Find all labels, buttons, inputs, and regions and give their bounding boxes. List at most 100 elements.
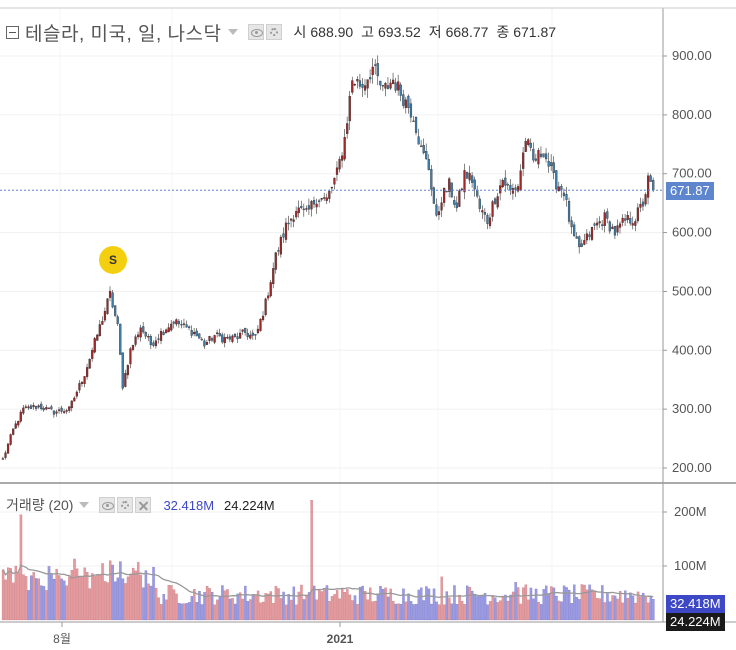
candle-body xyxy=(611,226,614,230)
volume-bar xyxy=(287,594,290,621)
volume-bar xyxy=(443,604,446,621)
volume-ma-tag: 24.224M xyxy=(666,613,725,631)
eye-icon[interactable] xyxy=(99,497,116,513)
candle-body xyxy=(88,358,91,369)
candle-body xyxy=(631,223,634,226)
volume-bar xyxy=(279,598,283,621)
candle-body xyxy=(488,217,492,226)
price-tick-label: 900.00 xyxy=(672,48,712,63)
candle-body xyxy=(430,169,433,190)
gear-icon[interactable] xyxy=(265,24,282,40)
grid-lines xyxy=(0,8,663,622)
volume-bar xyxy=(218,596,222,621)
volume-bar xyxy=(55,568,58,621)
close-icon[interactable] xyxy=(135,497,152,513)
candle-body xyxy=(509,184,512,190)
volume-bar xyxy=(108,560,112,621)
volume-bar xyxy=(14,565,18,621)
split-marker[interactable]: S xyxy=(99,246,127,274)
candle-body xyxy=(427,159,430,171)
candle-body xyxy=(198,333,201,339)
volume-bar xyxy=(351,600,354,621)
price-tick-label: 600.00 xyxy=(672,225,712,240)
volume-bar xyxy=(381,588,385,621)
chevron-down-icon[interactable] xyxy=(227,29,238,35)
volume-bar xyxy=(527,599,530,621)
volume-bar xyxy=(1,569,5,621)
volume-bar xyxy=(578,599,581,621)
low-label: 저 xyxy=(428,24,442,40)
volume-title[interactable]: 거래량 (20) xyxy=(6,497,74,513)
volume-bar xyxy=(409,601,413,621)
candle-body xyxy=(108,290,112,298)
volume-bar xyxy=(596,598,599,621)
candle-body xyxy=(165,329,168,334)
candle-body xyxy=(641,201,645,207)
candle-body xyxy=(208,335,211,341)
volume-bar xyxy=(427,588,431,621)
candle-body xyxy=(412,120,415,123)
candle-body xyxy=(213,335,216,343)
candle-body xyxy=(134,336,137,345)
volume-bar xyxy=(121,578,125,621)
volume-bar xyxy=(626,598,630,621)
candle-body xyxy=(302,208,305,211)
volume-bar xyxy=(450,603,454,621)
candle-body xyxy=(351,80,354,93)
volume-bar xyxy=(590,589,594,621)
symbol-title[interactable]: 테슬라, 미국, 일, 나스닥 xyxy=(25,23,222,45)
volume-bar xyxy=(129,573,132,621)
volume-bar xyxy=(198,591,201,621)
gear-icon[interactable] xyxy=(117,497,134,513)
candle-body xyxy=(634,221,637,226)
candle-body xyxy=(374,64,377,66)
volume-bar xyxy=(22,574,25,621)
volume-bar xyxy=(593,590,596,621)
volume-bar xyxy=(491,595,494,621)
candle-body xyxy=(417,136,420,145)
volume-bar xyxy=(262,601,265,621)
volume-bar xyxy=(65,585,69,621)
candle-body xyxy=(24,406,28,408)
candle-body xyxy=(80,381,84,384)
candle-body xyxy=(318,200,321,202)
volume-bar xyxy=(119,561,122,621)
volume-bar xyxy=(328,601,331,621)
chevron-down-icon[interactable] xyxy=(79,502,90,508)
symbol-header: 테슬라, 미국, 일, 나스닥 시 688.90 고 693.52 저 668.77 … xyxy=(6,18,560,46)
candle-body xyxy=(420,145,423,148)
volume-bar xyxy=(346,589,349,621)
volume-bar xyxy=(432,588,436,621)
candle-body xyxy=(514,187,517,190)
volume-bar xyxy=(570,603,573,621)
candle-body xyxy=(210,338,214,341)
collapse-icon[interactable] xyxy=(6,25,19,39)
candle-body xyxy=(325,197,328,201)
candle-body xyxy=(511,188,515,194)
candle-body xyxy=(468,172,471,181)
candle-body xyxy=(274,252,277,270)
volume-bar xyxy=(483,593,487,621)
candle-body xyxy=(63,411,66,413)
volume-bar xyxy=(389,588,392,621)
close-label: 종 xyxy=(496,24,510,40)
candle-body xyxy=(366,79,369,89)
volume-bar xyxy=(364,591,367,621)
volume-bar xyxy=(297,591,301,621)
volume-bar xyxy=(514,582,517,621)
candle-body xyxy=(590,226,594,240)
time-tick-label: 8월 xyxy=(53,632,71,646)
volume-bar xyxy=(139,574,142,621)
candle-body xyxy=(404,99,407,108)
time-tick-label: 2021 xyxy=(327,632,354,646)
volume-bar xyxy=(519,603,522,621)
candle-body xyxy=(172,321,175,324)
volume-bar xyxy=(501,596,505,621)
volume-bar xyxy=(425,586,428,621)
candle-body xyxy=(259,318,262,331)
candle-body xyxy=(476,189,479,197)
eye-icon[interactable] xyxy=(247,24,264,40)
volume-bar xyxy=(45,590,48,621)
candle-body xyxy=(534,158,538,161)
